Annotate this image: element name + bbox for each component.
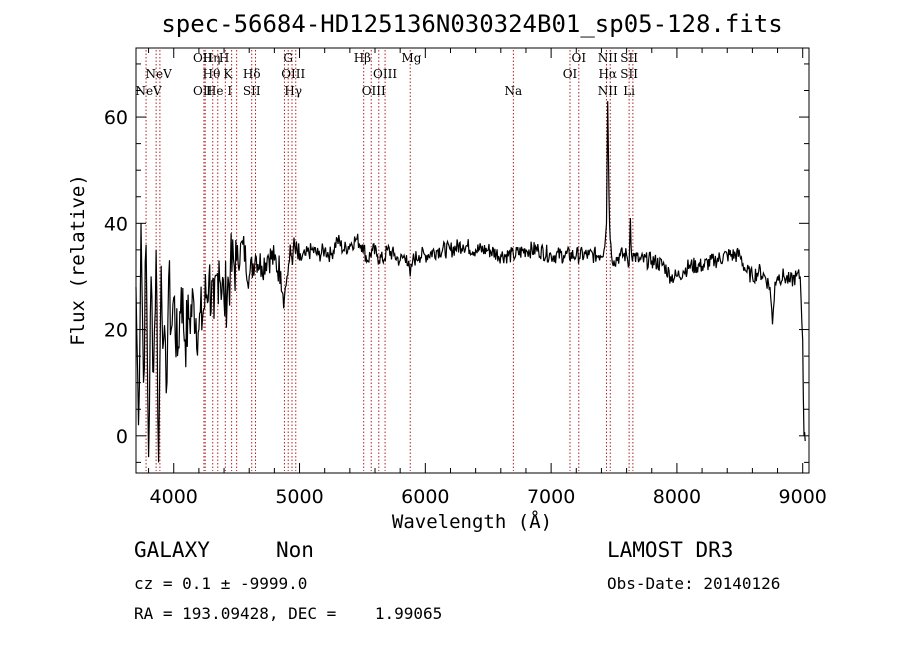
x-tick-label: 5000 [275,486,323,508]
emission-line-label: NeV [135,84,162,98]
survey-name: LAMOST DR3 [607,538,734,562]
x-tick-label: 9000 [779,486,827,508]
x-tick-label: 4000 [150,486,198,508]
emission-line-label: Na [505,84,523,98]
emission-line-label: H [219,51,229,65]
plot-frame [135,47,810,474]
emission-line-label: OIII [362,84,386,98]
emission-line-label: NII [598,51,618,65]
emission-line-label: OII [193,84,213,98]
x-tick-label: 7000 [527,486,575,508]
emission-line-label: Hθ [203,67,221,81]
x-tick-label: 6000 [401,486,449,508]
y-tick-label: 60 [104,107,128,129]
flux-series-line [135,101,806,463]
x-axis-label: Wavelength (Å) [392,510,552,533]
x-axis-ticks: 4000 5000 6000 7000 8000 9000 [148,48,827,508]
emission-line-label: OII [193,51,213,65]
x-tick-label: 8000 [653,486,701,508]
redshift-text: cz = 0.1 ± -9999.0 [134,574,308,593]
y-tick-label: 20 [104,320,128,342]
emission-line-label: NeV [146,67,173,81]
emission-line-label: G [283,51,293,65]
emission-line-label: Hβ [354,51,371,65]
obs-date-text: Obs-Date: 20140126 [607,574,781,593]
emission-line-label: SII [620,51,638,65]
emission-line-label: Hα [598,67,617,81]
emission-line-label: OIII [373,67,397,81]
emission-line-label: Hγ [284,84,302,98]
object-subclass: Non [276,538,314,562]
y-axis-ticks: 0 20 40 60 [104,63,809,463]
emission-line-label: K [223,67,233,81]
chart-title: spec-56684-HD125136N030324B01_sp05-128.f… [161,10,782,38]
emission-line-label: SII [243,84,261,98]
emission-line-label: SII [620,67,638,81]
emission-line-label: Hδ [243,67,261,81]
emission-line-label: Mg [402,51,422,65]
y-tick-label: 0 [116,426,128,448]
emission-line-label: NII [598,84,618,98]
emission-line-label: OI [572,51,587,65]
y-axis-label: Flux (relative) [67,174,89,346]
emission-line-label: OIII [281,67,305,81]
emission-line-label: He I [206,84,232,98]
emission-line-label: OI [563,67,578,81]
y-tick-label: 40 [104,213,128,235]
emission-line-label: Li [623,84,635,98]
emission-line-label: Hη [203,51,221,65]
object-class: GALAXY [134,538,210,562]
radec-text: RA = 193.09428, DEC = 1.99065 [134,604,443,623]
